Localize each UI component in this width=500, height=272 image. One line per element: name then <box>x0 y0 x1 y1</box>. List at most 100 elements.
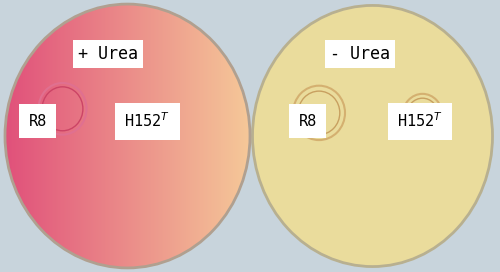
Bar <box>120 4 121 268</box>
Bar <box>193 25 194 247</box>
Bar <box>77 16 78 256</box>
Bar <box>52 32 53 240</box>
Bar <box>231 67 232 205</box>
Bar <box>106 6 107 266</box>
Bar <box>30 55 31 217</box>
Bar <box>174 14 175 258</box>
Bar <box>125 4 126 268</box>
Bar <box>144 5 146 267</box>
Bar <box>161 9 162 263</box>
Bar <box>44 39 45 233</box>
Bar <box>240 85 241 187</box>
Bar <box>175 14 176 258</box>
Bar <box>202 32 203 240</box>
Bar <box>5 125 6 147</box>
Bar <box>63 24 64 248</box>
Bar <box>10 95 12 177</box>
Bar <box>129 4 130 268</box>
Bar <box>72 18 73 254</box>
Bar <box>228 61 229 211</box>
Bar <box>76 16 77 256</box>
Bar <box>126 4 128 268</box>
Bar <box>150 7 151 265</box>
Bar <box>182 18 183 254</box>
Bar <box>189 22 190 250</box>
Bar <box>112 5 113 267</box>
Bar <box>73 18 74 254</box>
Bar <box>201 31 202 241</box>
Bar <box>244 98 245 174</box>
Bar <box>152 7 153 265</box>
Bar <box>19 74 20 198</box>
Bar <box>81 14 82 258</box>
Bar <box>204 33 205 239</box>
Bar <box>158 8 160 264</box>
Bar <box>48 35 49 237</box>
Bar <box>45 38 46 234</box>
Bar <box>33 52 34 220</box>
Bar <box>170 13 171 259</box>
Bar <box>14 85 15 187</box>
Bar <box>233 69 234 203</box>
Bar <box>178 16 179 256</box>
Text: - Urea: - Urea <box>330 45 390 63</box>
Bar <box>153 7 154 265</box>
Bar <box>94 9 95 263</box>
Bar <box>148 6 150 266</box>
Bar <box>147 6 148 266</box>
Bar <box>211 40 212 232</box>
Bar <box>249 125 250 147</box>
Bar <box>78 15 80 257</box>
Bar <box>154 7 156 265</box>
Bar <box>35 49 36 223</box>
Bar <box>214 43 215 229</box>
Bar <box>236 76 237 196</box>
Text: + Urea: + Urea <box>78 45 138 63</box>
Bar <box>206 36 208 236</box>
Bar <box>186 20 187 252</box>
Bar <box>128 4 129 268</box>
Bar <box>12 90 13 182</box>
Bar <box>110 5 111 267</box>
Ellipse shape <box>252 5 492 267</box>
Bar <box>136 4 138 268</box>
Text: H152$^T$: H152$^T$ <box>124 112 170 130</box>
Bar <box>142 5 143 267</box>
Bar <box>208 37 209 235</box>
Bar <box>20 71 21 201</box>
Bar <box>166 11 168 261</box>
Bar <box>28 57 29 215</box>
Bar <box>118 4 120 268</box>
Bar <box>162 10 164 262</box>
Bar <box>103 7 104 265</box>
Bar <box>218 48 219 224</box>
Bar <box>219 49 220 223</box>
Bar <box>71 19 72 253</box>
Bar <box>41 42 42 230</box>
Bar <box>200 30 201 242</box>
Bar <box>56 28 58 244</box>
Bar <box>107 6 108 266</box>
Bar <box>124 4 125 268</box>
Bar <box>245 101 246 171</box>
Bar <box>210 39 211 233</box>
Bar <box>216 46 218 226</box>
Bar <box>237 78 238 194</box>
Bar <box>115 5 116 267</box>
Bar <box>34 50 35 222</box>
Bar <box>32 53 33 219</box>
Bar <box>146 6 147 266</box>
Bar <box>226 59 227 213</box>
Bar <box>179 17 180 255</box>
Bar <box>130 4 131 268</box>
Bar <box>111 5 112 267</box>
Bar <box>156 8 157 264</box>
Bar <box>108 5 110 267</box>
Bar <box>151 7 152 265</box>
Bar <box>192 24 193 248</box>
Bar <box>15 83 16 189</box>
Bar <box>85 12 86 260</box>
Bar <box>241 88 242 184</box>
Bar <box>67 21 68 251</box>
Bar <box>173 14 174 258</box>
